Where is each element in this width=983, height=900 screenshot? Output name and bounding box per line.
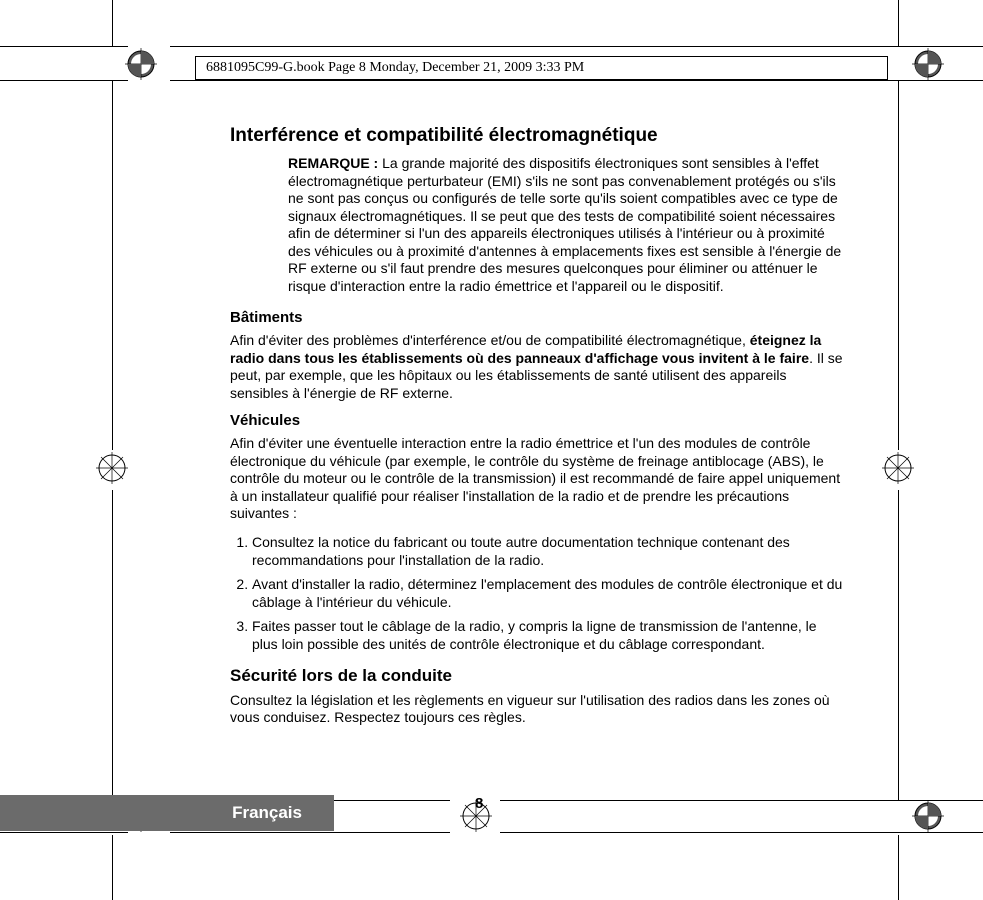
registration-mark-icon [96,452,128,487]
section-buildings-text: Afin d'éviter des problèmes d'interféren… [230,332,845,402]
crop-rule [112,0,113,46]
note-paragraph: REMARQUE : La grande majorité des dispos… [288,155,845,295]
registration-mark-icon [125,48,157,80]
list-item: Faites passer tout le câblage de la radi… [252,617,845,653]
sec1-pre: Afin d'éviter des problèmes d'interféren… [230,332,750,348]
crop-rule [0,80,128,81]
crop-rule [170,46,983,47]
running-head-box: 6881095C99-G.book Page 8 Monday, Decembe… [195,56,888,80]
crop-rule [500,800,983,801]
crop-rule [500,832,983,833]
registration-mark-icon [912,800,944,832]
page-content: Interférence et compatibilité électromag… [230,125,845,737]
note-text: La grande majorité des dispositifs élect… [288,155,841,294]
section-vehicles-title: Véhicules [230,412,845,429]
section-buildings-title: Bâtiments [230,309,845,326]
language-label: Français [232,803,302,823]
crop-rule [0,832,128,833]
section-vehicles-text: Afin d'éviter une éventuelle interaction… [230,435,845,523]
list-item: Avant d'installer la radio, déterminez l… [252,575,845,611]
language-tab: Français [0,795,334,831]
crop-rule [112,835,113,900]
crop-rule [898,835,899,900]
page-number: 8 [475,795,483,812]
crop-rule [898,0,899,46]
page-title: Interférence et compatibilité électromag… [230,125,845,147]
section-driving-title: Sécurité lors de la conduite [230,666,845,686]
crop-rule [170,832,450,833]
crop-rule [112,80,113,450]
registration-mark-icon [882,452,914,487]
crop-rule [170,80,983,81]
vehicles-list: Consultez la notice du fabricant ou tout… [230,533,845,654]
list-item: Consultez la notice du fabricant ou tout… [252,533,845,569]
section-driving-text: Consultez la législation et les règlemen… [230,692,845,727]
registration-mark-icon [912,48,944,80]
crop-rule [112,490,113,800]
crop-rule [898,80,899,450]
crop-rule [0,46,128,47]
running-head-text: 6881095C99-G.book Page 8 Monday, Decembe… [206,60,584,75]
crop-rule [898,490,899,800]
note-label: REMARQUE : [288,155,378,171]
